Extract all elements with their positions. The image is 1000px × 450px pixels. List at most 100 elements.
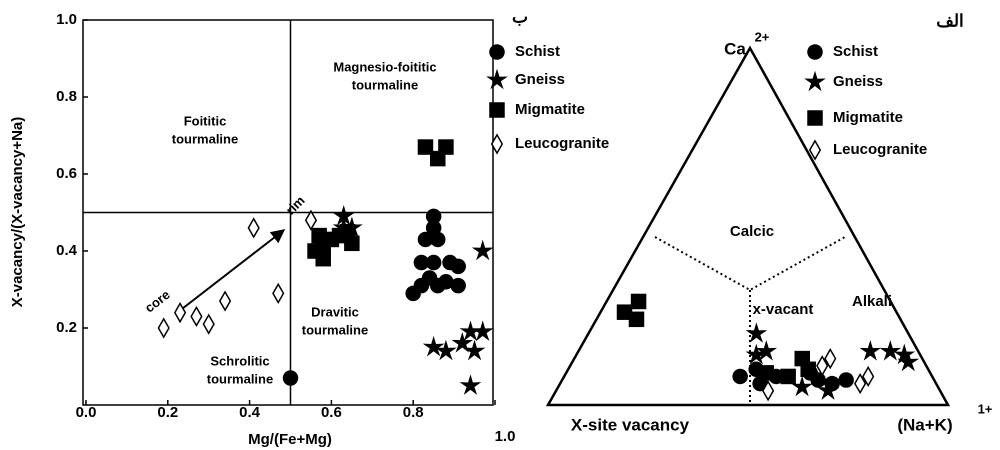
point xyxy=(304,209,318,231)
legend-label: Gneiss xyxy=(833,73,883,90)
arrow-label: rim xyxy=(283,193,308,218)
point xyxy=(247,217,260,239)
x-tick-label: 0.6 xyxy=(321,404,342,421)
apex-label: (Na+K) xyxy=(897,415,952,434)
point xyxy=(463,339,486,361)
point xyxy=(817,379,839,400)
point xyxy=(791,375,813,397)
point xyxy=(417,139,434,155)
point xyxy=(272,282,285,304)
region-label: tourmaline xyxy=(207,371,273,386)
point xyxy=(780,368,796,385)
point xyxy=(315,250,331,267)
ternary-triangle xyxy=(545,45,951,407)
legend-label: Leucogranite xyxy=(515,135,609,152)
y-tick-label: 1.0 xyxy=(56,11,77,28)
panel-label: ب xyxy=(512,7,528,26)
x-axis-label: Mg/(Fe+Mg) xyxy=(248,431,332,448)
point xyxy=(630,293,647,310)
point xyxy=(451,331,474,353)
legend-marker xyxy=(489,44,505,60)
panel-label: الف xyxy=(936,11,964,30)
legend-marker xyxy=(807,44,823,60)
point xyxy=(173,301,187,324)
y-tick-label: 0.8 xyxy=(56,88,77,105)
legend-label: Migmatite xyxy=(833,109,903,126)
point xyxy=(429,150,446,167)
point xyxy=(459,374,482,395)
legend-marker xyxy=(807,110,823,126)
point xyxy=(758,365,774,381)
legend-label: Schist xyxy=(515,43,560,60)
point xyxy=(897,350,920,372)
point xyxy=(471,239,494,261)
x-tick-label: 1.0 xyxy=(495,428,516,445)
point xyxy=(838,372,854,388)
region-divider xyxy=(654,236,846,292)
legend-marker xyxy=(490,133,504,155)
legend-marker xyxy=(804,70,826,92)
point xyxy=(438,139,454,155)
apex-label: Ca xyxy=(724,39,746,58)
region-label: Calcic xyxy=(730,223,774,240)
point xyxy=(450,277,466,294)
point xyxy=(471,320,494,342)
point xyxy=(190,305,203,328)
point xyxy=(435,339,457,361)
region-label: tourmaline xyxy=(352,77,418,92)
point xyxy=(879,340,902,361)
region-label: tourmaline xyxy=(172,131,238,146)
region-label: Alkali xyxy=(852,293,892,310)
x-tick-label: 0.0 xyxy=(76,404,97,421)
legend-marker xyxy=(489,102,505,118)
core-rim-arrow xyxy=(177,229,286,313)
region-label: Dravitic xyxy=(311,304,359,319)
legend-label: Leucogranite xyxy=(833,141,927,158)
y-axis-label: X-vacancy/(X-vacancy+Na) xyxy=(9,117,26,308)
point xyxy=(417,231,434,248)
x-tick-label: 0.4 xyxy=(239,404,261,421)
legend-label: Gneiss xyxy=(515,71,565,88)
point xyxy=(218,290,232,312)
point xyxy=(859,340,882,361)
point xyxy=(732,368,748,385)
point xyxy=(628,311,645,328)
point xyxy=(854,372,867,395)
apex-charge: 2+ xyxy=(755,29,770,44)
point xyxy=(800,361,816,378)
legend-label: Migmatite xyxy=(515,101,585,118)
region-label: tourmaline xyxy=(302,322,368,337)
point xyxy=(893,343,916,365)
legend-marker xyxy=(486,68,508,90)
point xyxy=(755,340,778,361)
point xyxy=(340,224,356,240)
point xyxy=(745,322,768,343)
x-tick-label: 0.8 xyxy=(403,404,424,421)
point xyxy=(157,317,170,339)
apex-charge: 1+ xyxy=(978,401,993,416)
arrow-label: core xyxy=(142,287,173,316)
point xyxy=(422,335,445,357)
point xyxy=(862,365,875,388)
x-tick-label: 0.2 xyxy=(157,404,178,421)
region-label: Schrolitic xyxy=(210,353,269,368)
legend-marker xyxy=(808,139,822,161)
region-label: x-vacant xyxy=(753,301,814,318)
point xyxy=(425,254,442,271)
legend-label: Schist xyxy=(833,43,878,60)
y-tick-label: 0.4 xyxy=(56,242,78,259)
point xyxy=(824,347,837,370)
point xyxy=(413,277,430,294)
point xyxy=(816,355,829,377)
point xyxy=(761,380,775,402)
point xyxy=(282,370,299,386)
point xyxy=(450,258,466,275)
apex-label: X-site vacancy xyxy=(571,415,690,434)
region-label: Foititic xyxy=(184,113,227,128)
point xyxy=(745,343,768,365)
point xyxy=(202,313,215,335)
y-tick-label: 0.6 xyxy=(56,165,77,182)
region-label: Magnesio-foititic xyxy=(333,59,436,74)
